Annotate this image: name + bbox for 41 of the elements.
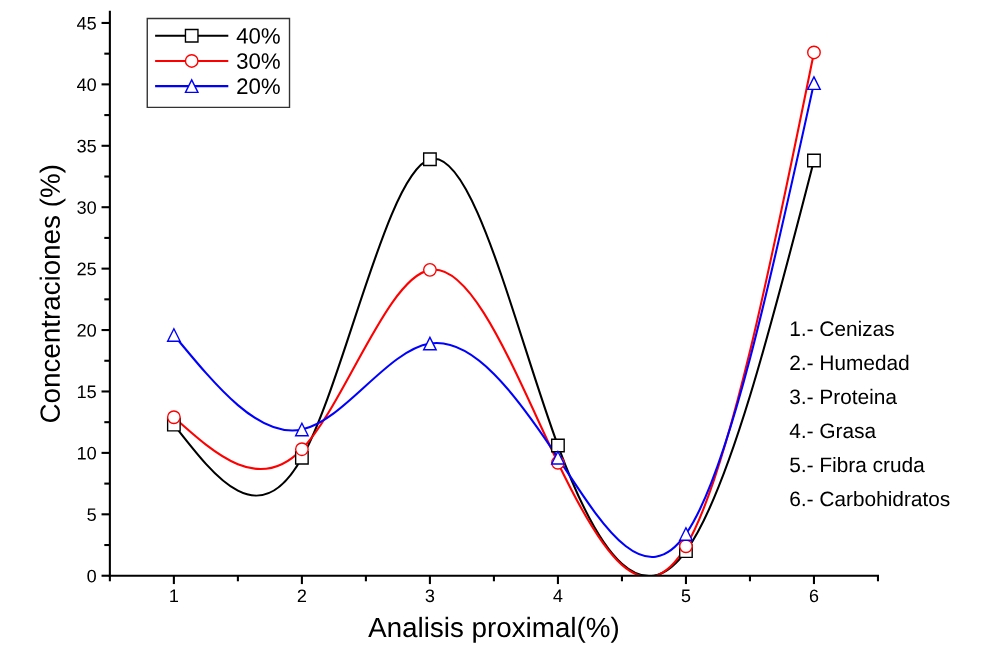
y-axis-title: Concentraciones (%) (39, 165, 66, 423)
point (807, 153, 821, 168)
y-tick-label: 15 (77, 385, 96, 399)
point (678, 539, 693, 554)
y-tick-label: 45 (77, 17, 96, 30)
annotation: 5.- Fibra cruda (790, 456, 925, 473)
point (422, 336, 437, 351)
y-tick-label: 40 (77, 78, 96, 92)
x-tick-label: 5 (681, 589, 691, 603)
x-tick-label: 6 (809, 589, 819, 603)
annotation: 6.- Carbohidratos (790, 491, 950, 507)
point (422, 262, 437, 277)
annotation: 2.- Humedad (790, 354, 909, 371)
y-tick-label: 30 (77, 201, 96, 214)
point (807, 45, 821, 60)
point (294, 442, 309, 457)
legend-label: 40% (236, 28, 280, 44)
x-tick-label: 4 (553, 589, 563, 603)
y-tick-label: 35 (77, 139, 96, 153)
y-tick-label: 5 (87, 508, 96, 522)
point (422, 152, 437, 167)
point (807, 76, 821, 91)
annotation: 1.- Cenizas (790, 320, 894, 337)
annotation: 4.- Grasa (789, 423, 877, 439)
x-tick-label: 2 (297, 589, 307, 603)
point (166, 410, 181, 425)
annotation: 3.- Proteina (790, 388, 897, 405)
point (294, 422, 309, 437)
point (166, 328, 181, 342)
x-tick-label: 3 (425, 589, 435, 603)
x-tick-label: 1 (170, 589, 179, 603)
legend-label: 30% (237, 53, 280, 69)
point (550, 438, 565, 453)
point (550, 450, 565, 465)
y-tick-label: 0 (87, 569, 96, 583)
y-tick-label: 25 (77, 262, 96, 276)
point (678, 527, 693, 541)
y-tick-label: 10 (77, 446, 96, 460)
y-tick-label: 20 (77, 323, 96, 337)
x-axis-title: Analisis proximal(%) (368, 616, 618, 643)
legend-label: 20% (237, 78, 280, 95)
